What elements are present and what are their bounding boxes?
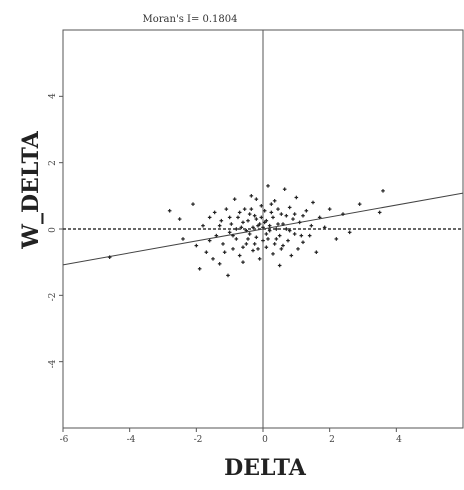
chart-title: Moran's I= 0.1804 [143,14,238,25]
y-tick-label: -2 [48,293,58,302]
x-tick-label: -4 [127,435,136,445]
x-tick-label: -2 [194,435,203,445]
x-tick-label: 2 [329,435,335,445]
y-axis-title: W_DELTA [18,130,44,249]
y-tick-label: 4 [48,93,58,99]
axis-ticks [59,95,397,432]
y-tick-label: 0 [48,227,58,233]
x-tick-label: 4 [396,435,402,445]
x-axis-title: DELTA [224,455,307,481]
x-tick-label: -6 [60,435,69,445]
data-points [107,184,385,278]
x-tick-label: 0 [262,435,268,445]
y-tick-label: -4 [48,359,58,368]
y-tick-label: 2 [48,160,58,166]
